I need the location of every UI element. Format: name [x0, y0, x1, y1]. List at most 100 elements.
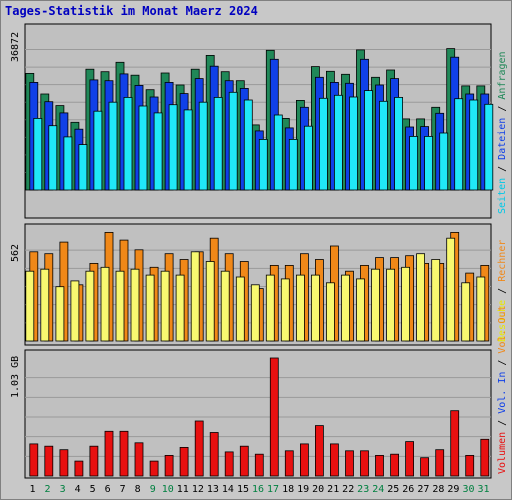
legend-area: Seiten / Dateien / Anfragen Besuche / Rec…: [497, 51, 508, 474]
x-tick-label-day-22: 22: [342, 484, 354, 495]
legend-separator: /: [497, 160, 508, 178]
bar-volumen-day-1: [29, 443, 39, 477]
x-tick-label-day-2: 2: [44, 484, 50, 495]
bar-rechner-day-15: [235, 276, 245, 342]
bar-seiten-day-14: [228, 91, 238, 191]
x-tick-label-day-16: 16: [252, 484, 264, 495]
bar-seiten-day-23: [364, 90, 373, 191]
x-tick-label-day-18: 18: [282, 484, 294, 495]
legend-item-dateien: Dateien: [497, 118, 508, 160]
bar-volumen-day-15: [239, 445, 249, 477]
y-axis-max-label-middle: 562: [10, 244, 21, 262]
bar-rechner-day-30: [461, 282, 471, 342]
bar-volumen-day-30: [465, 454, 475, 477]
bar-seiten-day-3: [63, 136, 73, 191]
panel-middle: 562: [10, 223, 492, 346]
bar-seiten-day-28: [439, 132, 449, 191]
legend-item-vol-in: Vol. In: [497, 372, 508, 414]
x-tick-label-day-20: 20: [312, 484, 324, 495]
bar-rechner-day-25: [386, 268, 396, 342]
bar-seiten-day-31: [484, 103, 494, 191]
bar-rechner-day-10: [160, 270, 170, 342]
y-axis-max-label-bottom: 1.03 GB: [10, 356, 21, 398]
bar-volumen-day-17: [269, 357, 279, 477]
x-tick-label-day-9: 9: [150, 484, 156, 495]
bar-seiten-day-7: [123, 97, 133, 191]
bar-rechner-day-9: [145, 274, 155, 342]
x-tick-label-day-12: 12: [192, 484, 204, 495]
legend-item-seiten: Seiten: [497, 178, 508, 214]
bar-seiten-day-4: [78, 144, 88, 191]
x-tick-label-day-19: 19: [297, 484, 309, 495]
x-tick-label-day-25: 25: [387, 484, 399, 495]
bar-volumen-day-9: [149, 460, 159, 477]
bar-volumen-day-4: [74, 460, 84, 477]
bar-volumen-day-28: [435, 449, 445, 477]
bar-seiten-day-5: [93, 110, 103, 191]
legend-item-besuche: Besuche: [497, 300, 508, 342]
bar-seiten-day-17: [273, 114, 283, 191]
bar-volumen-day-16: [254, 453, 264, 477]
x-tick-label-day-3: 3: [60, 484, 66, 495]
bar-rechner-day-1: [25, 270, 35, 342]
bar-rechner-day-7: [115, 270, 125, 342]
bar-rechner-day-28: [431, 259, 441, 342]
bar-seiten-day-27: [424, 135, 434, 191]
bar-volumen-day-10: [164, 454, 174, 477]
legend-separator: /: [497, 414, 508, 432]
x-tick-label-day-30: 30: [462, 484, 474, 495]
bar-volumen-day-21: [329, 443, 339, 477]
panel-bottom: 1.03 GB: [10, 349, 492, 479]
bar-volumen-day-26: [405, 441, 415, 477]
bar-rechner-day-6: [100, 266, 110, 342]
bar-rechner-day-8: [130, 268, 140, 342]
bar-rechner-day-20: [310, 274, 320, 342]
legend-bottom: Volumen / Vol. In / Vol. Out: [497, 305, 508, 474]
bar-rechner-day-14: [220, 270, 230, 342]
bar-rechner-day-27: [416, 253, 426, 342]
x-tick-label-day-17: 17: [267, 484, 279, 495]
bar-volumen-day-18: [284, 450, 294, 477]
x-tick-label-day-10: 10: [162, 484, 174, 495]
bar-volumen-day-13: [209, 432, 219, 477]
bar-rechner-day-12: [190, 251, 200, 342]
bar-volumen-day-8: [134, 442, 144, 477]
panel-top: 36872: [10, 23, 494, 219]
bar-seiten-day-22: [349, 96, 358, 191]
bar-rechner-day-26: [401, 266, 411, 342]
legend-separator: /: [497, 282, 508, 300]
bar-volumen-day-3: [59, 449, 69, 477]
x-tick-label-day-6: 6: [105, 484, 111, 495]
bar-rechner-day-23: [356, 278, 365, 342]
bar-rechner-day-22: [341, 274, 350, 342]
bar-volumen-day-5: [89, 445, 99, 477]
x-tick-label-day-23: 23: [357, 484, 369, 495]
chart-panels: 36872 562 1.03 GB: [10, 23, 494, 479]
bar-rechner-day-18: [280, 278, 290, 342]
x-tick-label-day-24: 24: [372, 484, 384, 495]
legend-item-rechner: Rechner: [497, 240, 508, 282]
x-tick-label-day-27: 27: [417, 484, 429, 495]
x-tick-label-day-4: 4: [75, 484, 81, 495]
bar-volumen-day-14: [224, 451, 234, 477]
bar-seiten-day-25: [394, 97, 404, 191]
x-tick-label-day-11: 11: [177, 484, 189, 495]
bar-volumen-day-12: [194, 420, 204, 477]
bar-volumen-day-27: [420, 457, 430, 477]
bar-seiten-day-15: [243, 99, 253, 191]
chart-title: Tages-Statistik im Monat Maerz 2024: [5, 4, 258, 18]
bar-seiten-day-26: [409, 135, 419, 191]
bar-seiten-day-1: [33, 118, 43, 191]
bar-volumen-day-25: [390, 453, 400, 477]
x-tick-label-day-26: 26: [402, 484, 414, 495]
bar-seiten-day-11: [183, 109, 193, 191]
bar-rechner-day-17: [265, 274, 275, 342]
bar-rechner-day-4: [70, 280, 80, 342]
bar-rechner-day-5: [85, 270, 95, 342]
legend-item-vol-out: Vol. Out: [497, 305, 508, 353]
x-tick-label-day-31: 31: [477, 484, 489, 495]
x-tick-label-day-28: 28: [432, 484, 444, 495]
bar-rechner-day-13: [205, 261, 215, 342]
legend-middle: Besuche / Rechner: [497, 240, 508, 342]
x-tick-label-day-14: 14: [222, 484, 234, 495]
